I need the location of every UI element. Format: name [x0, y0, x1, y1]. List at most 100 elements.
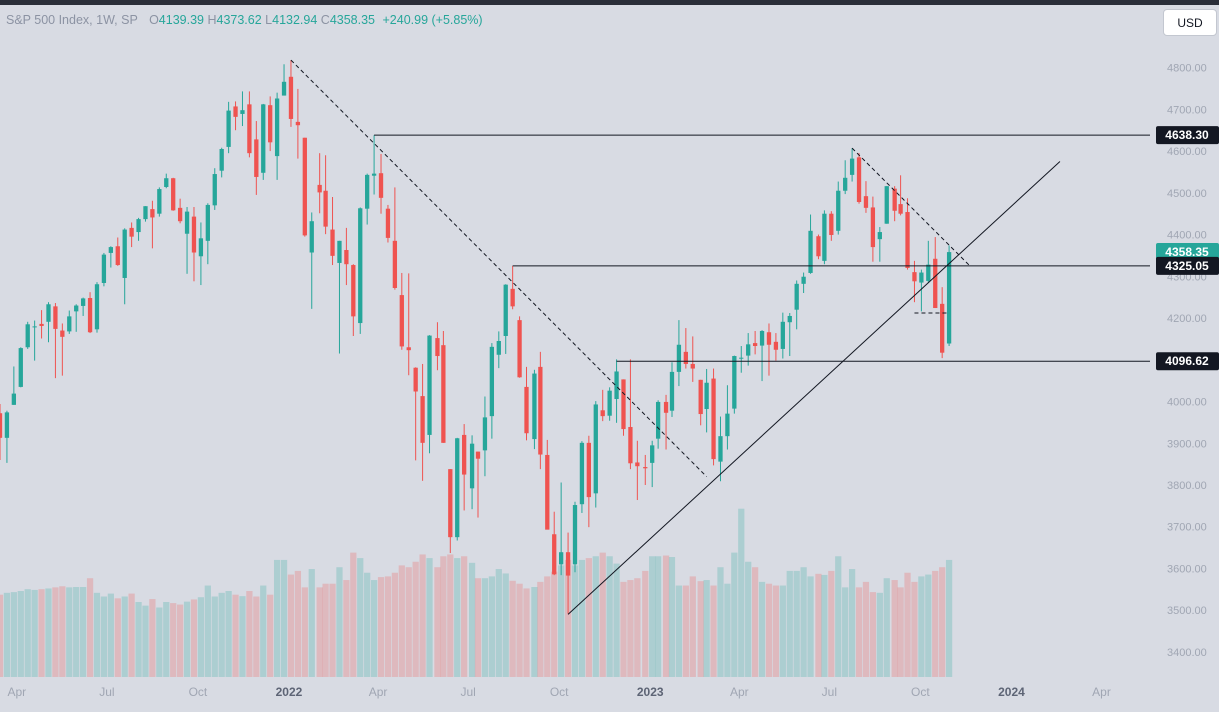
candle-body — [849, 158, 855, 175]
candle-body — [226, 110, 231, 147]
candle-body — [212, 174, 217, 206]
volume-bar — [260, 585, 267, 677]
volume-bar — [571, 565, 579, 677]
volume-bar — [419, 554, 426, 677]
time-tick-label: 2023 — [637, 685, 664, 699]
candle-body — [171, 178, 176, 211]
volume-bar — [93, 592, 101, 677]
candle-body — [663, 401, 669, 413]
volume-bar — [308, 569, 315, 677]
volume-bar — [531, 587, 538, 677]
volume-bar — [468, 562, 476, 677]
candle-body — [946, 252, 952, 344]
volume-bar — [73, 587, 80, 677]
volume-bar — [190, 599, 198, 677]
price-axis-svg[interactable]: 3400.00 3500.00 3600.00 3700.00 3800.00 3900.… — [1150, 5, 1219, 677]
time-axis[interactable]: Apr Jul Oct 2022 Apr Jul Oct 2023 Apr Jul Oct 2024 A… — [0, 677, 1150, 707]
volume-bar — [509, 580, 516, 677]
volume-bar — [170, 603, 177, 677]
volume-bar — [447, 554, 454, 677]
currency-button[interactable]: USD — [1163, 9, 1217, 36]
dashed-trend-line — [290, 59, 707, 478]
price-tick-label: 4400.00 — [1167, 230, 1207, 242]
time-tick-label: Apr — [369, 685, 388, 699]
volume-bar — [121, 596, 128, 677]
candle-body — [164, 178, 169, 187]
volume-bar — [31, 589, 38, 677]
volume-bar — [578, 559, 586, 677]
price-tick-label: 3900.00 — [1167, 438, 1207, 450]
volume-bar — [391, 572, 398, 677]
candle-body — [711, 378, 716, 460]
candle-body — [254, 139, 259, 177]
time-tick-label: Apr — [7, 685, 26, 699]
time-tick-label: Jul — [822, 685, 837, 699]
time-tick-label: 2022 — [276, 685, 303, 699]
volume-bar — [627, 580, 634, 677]
chart-svg[interactable] — [0, 5, 1150, 677]
candle-body — [683, 351, 688, 364]
volume-bar — [662, 555, 670, 677]
time-tick-label: 2024 — [998, 685, 1025, 699]
volume-bar — [891, 580, 898, 677]
candle-body — [739, 357, 744, 359]
volume-bar — [211, 596, 218, 677]
close-value: 4358.35 — [329, 13, 376, 27]
candle-body — [600, 410, 605, 417]
candle-body — [725, 413, 730, 437]
candle-body — [87, 298, 93, 333]
price-tick-label: 4500.00 — [1167, 188, 1207, 200]
candle-body — [524, 386, 529, 434]
volume-bar — [932, 570, 939, 677]
volume-bar — [717, 567, 724, 677]
candle-body — [704, 382, 709, 410]
volume-bar — [239, 596, 246, 677]
high-value: 4373.62 — [216, 13, 262, 27]
volume-bar — [343, 580, 350, 677]
volume-bar — [24, 589, 31, 677]
volume-bar — [779, 585, 786, 677]
candle-body — [67, 316, 72, 332]
volume-bar — [370, 580, 378, 677]
candle-body — [698, 379, 703, 415]
trend-line — [567, 161, 1061, 615]
price-axis[interactable]: 3400.00 3500.00 3600.00 3700.00 3800.00 3900.… — [1150, 5, 1219, 677]
volume-bar — [357, 558, 364, 677]
chart-legend: S&P 500 Index, 1W, SP O4139.39 H4373.62 … — [6, 13, 483, 27]
candle-body — [926, 264, 931, 281]
volume-bar — [710, 585, 717, 677]
volume-bar — [904, 572, 911, 677]
volume-bar — [107, 593, 114, 677]
chart-plot-area[interactable] — [0, 5, 1150, 677]
candle-body — [572, 505, 578, 565]
candle-body — [358, 208, 363, 324]
volume-bar — [800, 567, 807, 677]
candle-body — [288, 76, 294, 119]
low-label: L — [265, 13, 273, 27]
candle-body — [905, 212, 910, 268]
candle-body — [829, 213, 834, 235]
volume-bar — [689, 576, 696, 677]
candle-body — [74, 305, 79, 312]
volume-bar — [142, 605, 149, 677]
volume-bar — [52, 587, 59, 677]
volume-bar — [786, 570, 793, 677]
candle-body — [247, 104, 252, 154]
candle-body — [94, 284, 100, 330]
candle-body — [884, 186, 889, 224]
volume-bar — [911, 581, 918, 677]
volume-bar — [642, 570, 649, 677]
time-tick-label: Apr — [1092, 685, 1111, 699]
price-tag-label: 4358.35 — [1165, 245, 1209, 259]
price-tick-label: 4200.00 — [1167, 313, 1207, 325]
candle-body — [385, 208, 391, 238]
time-axis-svg[interactable]: Apr Jul Oct 2022 Apr Jul Oct 2023 Apr Jul Oct 2024 A… — [0, 677, 1150, 707]
candle-body — [268, 105, 273, 143]
volume-bar — [793, 570, 800, 677]
candle-body — [392, 240, 398, 288]
volume-bar — [925, 574, 932, 677]
candle-body — [794, 283, 799, 310]
candle-body — [191, 216, 197, 253]
low-value: 4132.94 — [272, 13, 318, 27]
volume-bar — [675, 585, 683, 677]
